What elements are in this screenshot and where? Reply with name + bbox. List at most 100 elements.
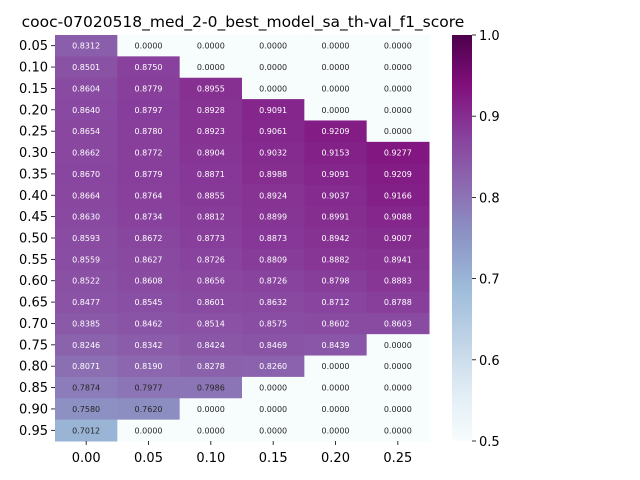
heatmap-cell bbox=[117, 163, 181, 186]
heatmap-cell bbox=[55, 141, 118, 164]
heatmap-cell bbox=[55, 163, 118, 186]
cell-value-label: 0.8764 bbox=[135, 191, 163, 200]
cell-value-label: 0.0000 bbox=[322, 362, 350, 371]
y-tick-label: 0.30 bbox=[19, 146, 48, 161]
heatmap-cell bbox=[55, 398, 118, 421]
heatmap-cell bbox=[304, 291, 368, 314]
cell-value-label: 0.0000 bbox=[384, 63, 412, 72]
cell-value-label: 0.9277 bbox=[384, 149, 412, 158]
heatmap-cell bbox=[366, 163, 430, 186]
cell-value-label: 0.8797 bbox=[135, 106, 163, 115]
y-tick-label: 0.75 bbox=[19, 338, 48, 353]
heatmap-cell bbox=[179, 291, 243, 314]
cell-value-label: 0.8955 bbox=[197, 84, 225, 93]
cell-value-label: 0.0000 bbox=[259, 426, 287, 435]
heatmap-cell bbox=[55, 227, 118, 250]
cell-value-label: 0.8656 bbox=[197, 277, 225, 286]
cell-value-label: 0.0000 bbox=[135, 426, 163, 435]
y-tick-label: 0.10 bbox=[19, 61, 48, 76]
y-tick-label: 0.60 bbox=[19, 274, 48, 289]
heatmap-cell bbox=[366, 398, 430, 421]
cell-value-label: 0.8788 bbox=[384, 298, 412, 307]
heatmap-cell bbox=[117, 227, 181, 250]
cell-value-label: 0.8385 bbox=[72, 319, 100, 328]
y-tick-label: 0.05 bbox=[19, 39, 48, 54]
heatmap-cell bbox=[55, 99, 118, 121]
x-tick-label: 0.10 bbox=[196, 451, 225, 466]
cell-value-label: 0.8904 bbox=[197, 149, 225, 158]
cell-value-label: 0.8941 bbox=[384, 255, 412, 264]
cell-value-label: 0.9061 bbox=[259, 127, 287, 136]
cell-value-label: 0.7986 bbox=[197, 384, 225, 393]
cell-value-label: 0.0000 bbox=[197, 405, 225, 414]
cell-value-label: 0.8632 bbox=[259, 298, 287, 307]
heatmap-cell bbox=[366, 35, 430, 57]
heatmap-cell bbox=[55, 248, 118, 271]
heatmap-cell bbox=[304, 376, 368, 399]
cell-value-label: 0.8726 bbox=[197, 255, 225, 264]
x-tick-label: 0.00 bbox=[72, 451, 101, 466]
colorbar-tick-label: 1.0 bbox=[479, 29, 500, 44]
heatmap-cell bbox=[179, 312, 243, 335]
heatmap-cell bbox=[179, 419, 243, 442]
heatmap-cell bbox=[55, 184, 118, 207]
cell-value-label: 0.8928 bbox=[197, 106, 225, 115]
cell-value-label: 0.0000 bbox=[384, 362, 412, 371]
cell-value-label: 0.9088 bbox=[384, 213, 412, 222]
cell-value-label: 0.0000 bbox=[322, 84, 350, 93]
heatmap-cell bbox=[179, 355, 243, 378]
cell-value-label: 0.0000 bbox=[384, 341, 412, 350]
cell-value-label: 0.8630 bbox=[72, 213, 100, 222]
heatmap-cell bbox=[304, 312, 368, 335]
heatmap-cell bbox=[117, 270, 181, 292]
cell-value-label: 0.8602 bbox=[322, 319, 350, 328]
heatmap-cell bbox=[55, 312, 118, 335]
cell-value-label: 0.8772 bbox=[135, 149, 163, 158]
heatmap-cell bbox=[304, 35, 368, 57]
cell-value-label: 0.8942 bbox=[322, 234, 350, 243]
cell-value-label: 0.7874 bbox=[72, 384, 100, 393]
cell-value-label: 0.0000 bbox=[384, 106, 412, 115]
heatmap-cell bbox=[242, 35, 305, 57]
heatmap-cell bbox=[304, 248, 368, 271]
cell-value-label: 0.8809 bbox=[259, 255, 287, 264]
x-tick-label: 0.20 bbox=[321, 451, 350, 466]
cell-value-label: 0.7977 bbox=[135, 384, 163, 393]
cell-value-label: 0.8899 bbox=[259, 213, 287, 222]
heatmap-cell bbox=[366, 141, 430, 164]
heatmap-cell bbox=[55, 77, 118, 100]
x-axis-ticks: 0.00 0.05 0.10 0.15 0.20 0.25 bbox=[72, 441, 412, 466]
colorbar-tick-label: 0.5 bbox=[479, 435, 500, 450]
heatmap-cell bbox=[242, 355, 305, 378]
y-tick-label: 0.65 bbox=[19, 296, 48, 311]
cell-value-label: 0.8726 bbox=[259, 277, 287, 286]
colorbar bbox=[452, 35, 472, 441]
heatmap-cell bbox=[55, 205, 118, 228]
heatmap-cell bbox=[179, 184, 243, 207]
heatmap-cell bbox=[55, 270, 118, 292]
cell-value-label: 0.0000 bbox=[197, 426, 225, 435]
heatmap-cell bbox=[179, 56, 243, 79]
cell-value-label: 0.8750 bbox=[135, 63, 163, 72]
cell-value-label: 0.8608 bbox=[135, 277, 163, 286]
cell-value-label: 0.8260 bbox=[259, 362, 287, 371]
heatmap-cell bbox=[117, 35, 181, 57]
heatmap-cell bbox=[304, 184, 368, 207]
cell-value-label: 0.8812 bbox=[197, 213, 225, 222]
heatmap-cell bbox=[117, 56, 181, 79]
heatmap-cell bbox=[304, 56, 368, 79]
heatmap-cell bbox=[55, 120, 118, 143]
y-tick-label: 0.85 bbox=[19, 381, 48, 396]
heatmap-cell bbox=[242, 270, 305, 292]
heatmap-cell bbox=[117, 141, 181, 164]
heatmap-cell bbox=[179, 77, 243, 100]
cell-value-label: 0.8424 bbox=[197, 341, 225, 350]
heatmap-cell bbox=[242, 163, 305, 186]
cell-value-label: 0.0000 bbox=[384, 426, 412, 435]
cell-value-label: 0.8469 bbox=[259, 341, 287, 350]
heatmap-cell bbox=[366, 77, 430, 100]
heatmap-cell bbox=[366, 334, 430, 357]
heatmap-cell bbox=[304, 419, 368, 442]
heatmap-cell bbox=[242, 141, 305, 164]
heatmap-cell bbox=[117, 291, 181, 314]
